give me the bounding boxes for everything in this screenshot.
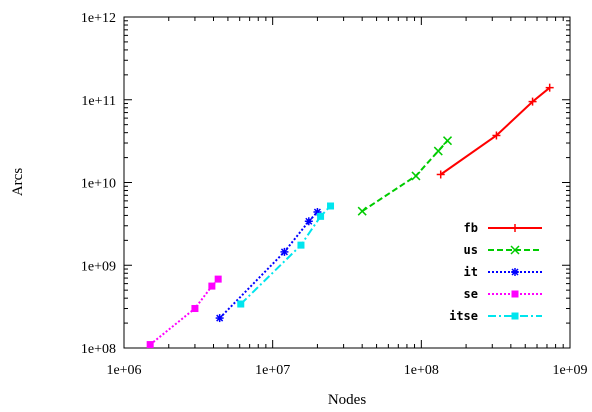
y-axis-title: Arcs — [10, 168, 26, 196]
y-tick-labels: 1e+08 1e+09 1e+10 1e+11 1e+12 — [81, 11, 116, 357]
series-line-se — [149, 278, 219, 346]
data-point-fb — [528, 97, 537, 106]
legend-label: it — [464, 265, 478, 279]
data-point-se — [208, 282, 216, 290]
plot-frame — [123, 16, 571, 349]
series-line-fb — [440, 86, 551, 176]
data-point-it — [215, 314, 224, 323]
legend-label: se — [464, 287, 478, 301]
data-point-us — [411, 171, 421, 181]
axis-ticks — [123, 16, 571, 349]
x-tick-label: 1e+08 — [404, 363, 439, 378]
y-tick-label: 1e+08 — [81, 342, 116, 357]
data-point-fb — [436, 170, 445, 179]
x-tick-label: 1e+07 — [255, 363, 290, 378]
series-line-itse — [240, 205, 332, 305]
legend-marker-fb — [511, 224, 519, 232]
data-point-us — [433, 146, 443, 156]
legend-marker-itse — [511, 312, 519, 320]
data-point-fb — [545, 83, 554, 92]
legend-label: itse — [449, 309, 478, 323]
data-point-itse — [237, 300, 245, 308]
series-itse — [237, 202, 335, 308]
data-point-se — [146, 341, 154, 349]
x-tick-label: 1e+06 — [106, 363, 141, 378]
y-tick-label: 1e+11 — [81, 94, 116, 109]
legend-marker-it — [511, 268, 519, 276]
series-group — [146, 83, 554, 349]
legend-label: fb — [464, 221, 478, 235]
series-se — [146, 275, 222, 349]
series-fb — [436, 83, 554, 179]
series-line-it — [218, 211, 319, 319]
series-line-us — [361, 140, 449, 213]
y-tick-label: 1e+10 — [81, 177, 116, 192]
legend-label: us — [464, 243, 478, 257]
x-tick-label: 1e+09 — [552, 363, 587, 378]
data-point-us — [442, 136, 453, 146]
data-point-it — [280, 247, 289, 256]
y-tick-label: 1e+09 — [81, 259, 116, 274]
data-point-it — [304, 217, 313, 226]
data-point-se — [191, 305, 199, 313]
legend-marker-se — [511, 290, 519, 298]
data-point-itse — [297, 241, 305, 249]
x-tick-labels: 1e+06 1e+07 1e+08 1e+09 — [106, 363, 587, 378]
data-point-fb — [492, 131, 501, 140]
data-point-itse — [327, 202, 335, 210]
data-point-itse — [317, 212, 325, 220]
series-us — [357, 136, 453, 216]
legend-marker-us — [510, 245, 520, 255]
x-axis-title: Nodes — [328, 392, 366, 408]
data-point-us — [357, 206, 367, 216]
series-it — [215, 208, 322, 323]
data-point-se — [214, 275, 222, 283]
y-tick-label: 1e+12 — [81, 11, 116, 26]
